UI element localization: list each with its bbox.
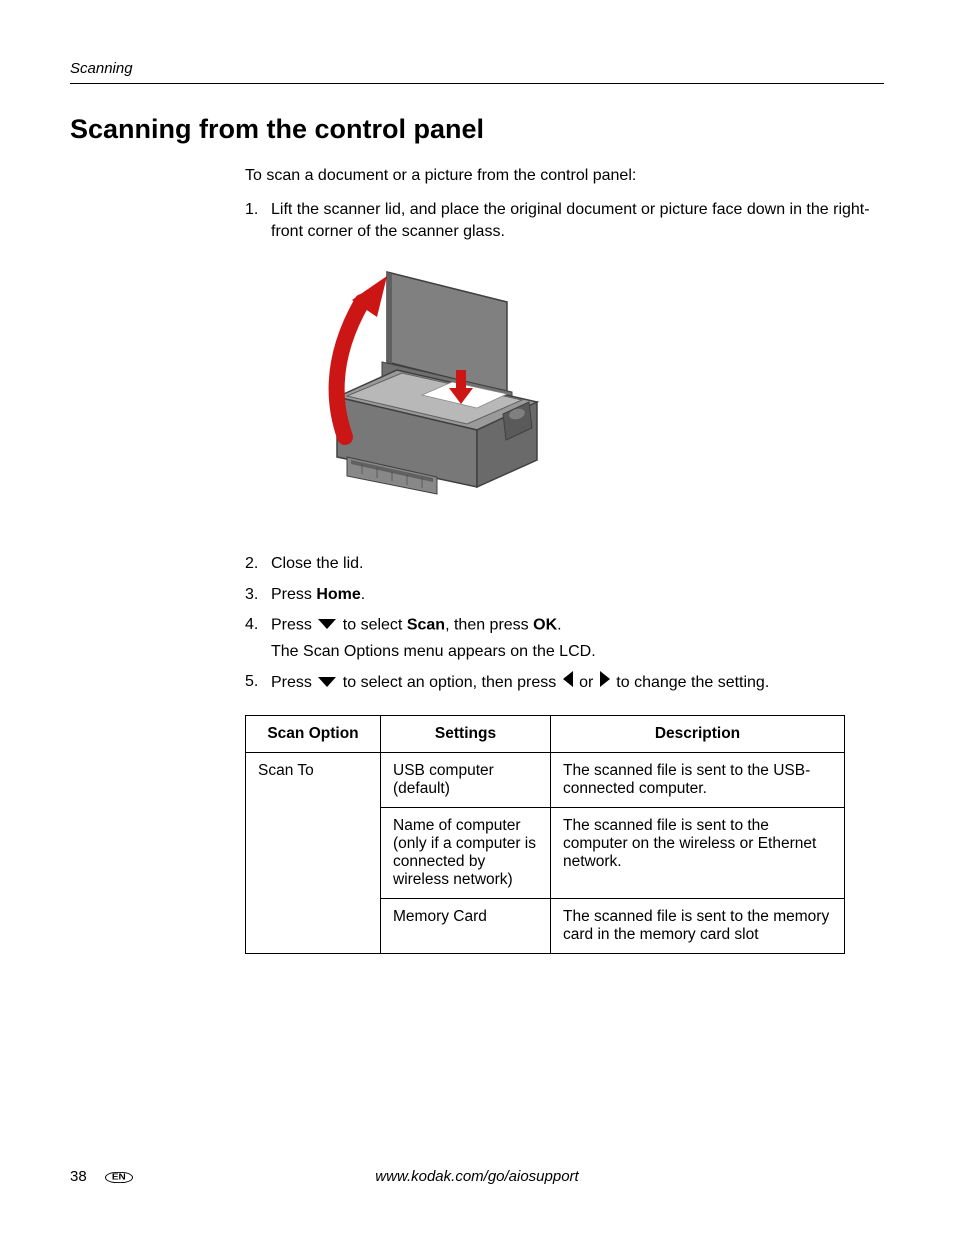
page-footer: 38 EN www.kodak.com/go/aiosupport (70, 1168, 884, 1185)
step-5-mid2: or (575, 674, 598, 691)
step-3-post: . (361, 586, 365, 603)
cell-desc: The scanned file is sent to the memory c… (551, 898, 845, 953)
step-1-text: Lift the scanner lid, and place the orig… (271, 201, 870, 240)
cell-desc: The scanned file is sent to the USB-conn… (551, 752, 845, 807)
running-header-text: Scanning (70, 60, 884, 83)
page-number: 38 (70, 1168, 87, 1185)
cell-setting: Name of computer (only if a computer is … (381, 807, 551, 898)
printer-illustration-icon (307, 262, 557, 522)
step-5-post: to change the setting. (612, 674, 769, 691)
step-4-post: . (557, 616, 561, 633)
table-header-row: Scan Option Settings Description (246, 715, 845, 752)
cell-desc: The scanned file is sent to the computer… (551, 807, 845, 898)
step-5-mid1: to select an option, then press (338, 674, 560, 691)
table-row: Scan To USB computer (default) The scann… (246, 752, 845, 807)
intro-text: To scan a document or a picture from the… (245, 167, 884, 185)
th-description: Description (551, 715, 845, 752)
cell-setting: USB computer (default) (381, 752, 551, 807)
right-arrow-icon (600, 671, 610, 694)
left-arrow-icon (563, 671, 573, 694)
step-4-mid: to select (338, 616, 406, 633)
step-3: Press Home. (245, 584, 884, 606)
step-4-bold1: Scan (407, 616, 445, 633)
step-4-sub: The Scan Options menu appears on the LCD… (271, 641, 884, 663)
step-1: Lift the scanner lid, and place the orig… (245, 199, 884, 529)
down-arrow-icon (318, 614, 336, 636)
cell-setting: Memory Card (381, 898, 551, 953)
language-badge: EN (105, 1172, 133, 1183)
step-3-pre: Press (271, 586, 316, 603)
header-rule (70, 83, 884, 84)
down-arrow-icon (318, 672, 336, 694)
page-header: Scanning (70, 60, 884, 84)
scanner-figure (307, 262, 884, 529)
step-5-pre: Press (271, 674, 316, 691)
step-5: Press to select an option, then press or… (245, 671, 884, 694)
step-4: Press to select Scan, then press OK. The… (245, 614, 884, 663)
step-3-bold: Home (316, 586, 360, 603)
step-2: Close the lid. (245, 553, 884, 575)
step-4-pre: Press (271, 616, 316, 633)
step-4-bold2: OK (533, 616, 557, 633)
step-2-text: Close the lid. (271, 555, 364, 572)
steps-list: Lift the scanner lid, and place the orig… (245, 199, 884, 695)
footer-url: www.kodak.com/go/aiosupport (375, 1168, 578, 1185)
content-body: To scan a document or a picture from the… (245, 167, 884, 954)
cell-scan-option: Scan To (246, 752, 381, 953)
page-title: Scanning from the control panel (70, 114, 884, 145)
th-option: Scan Option (246, 715, 381, 752)
step-4-mid2: , then press (445, 616, 533, 633)
scan-options-table: Scan Option Settings Description Scan To… (245, 715, 845, 954)
th-settings: Settings (381, 715, 551, 752)
